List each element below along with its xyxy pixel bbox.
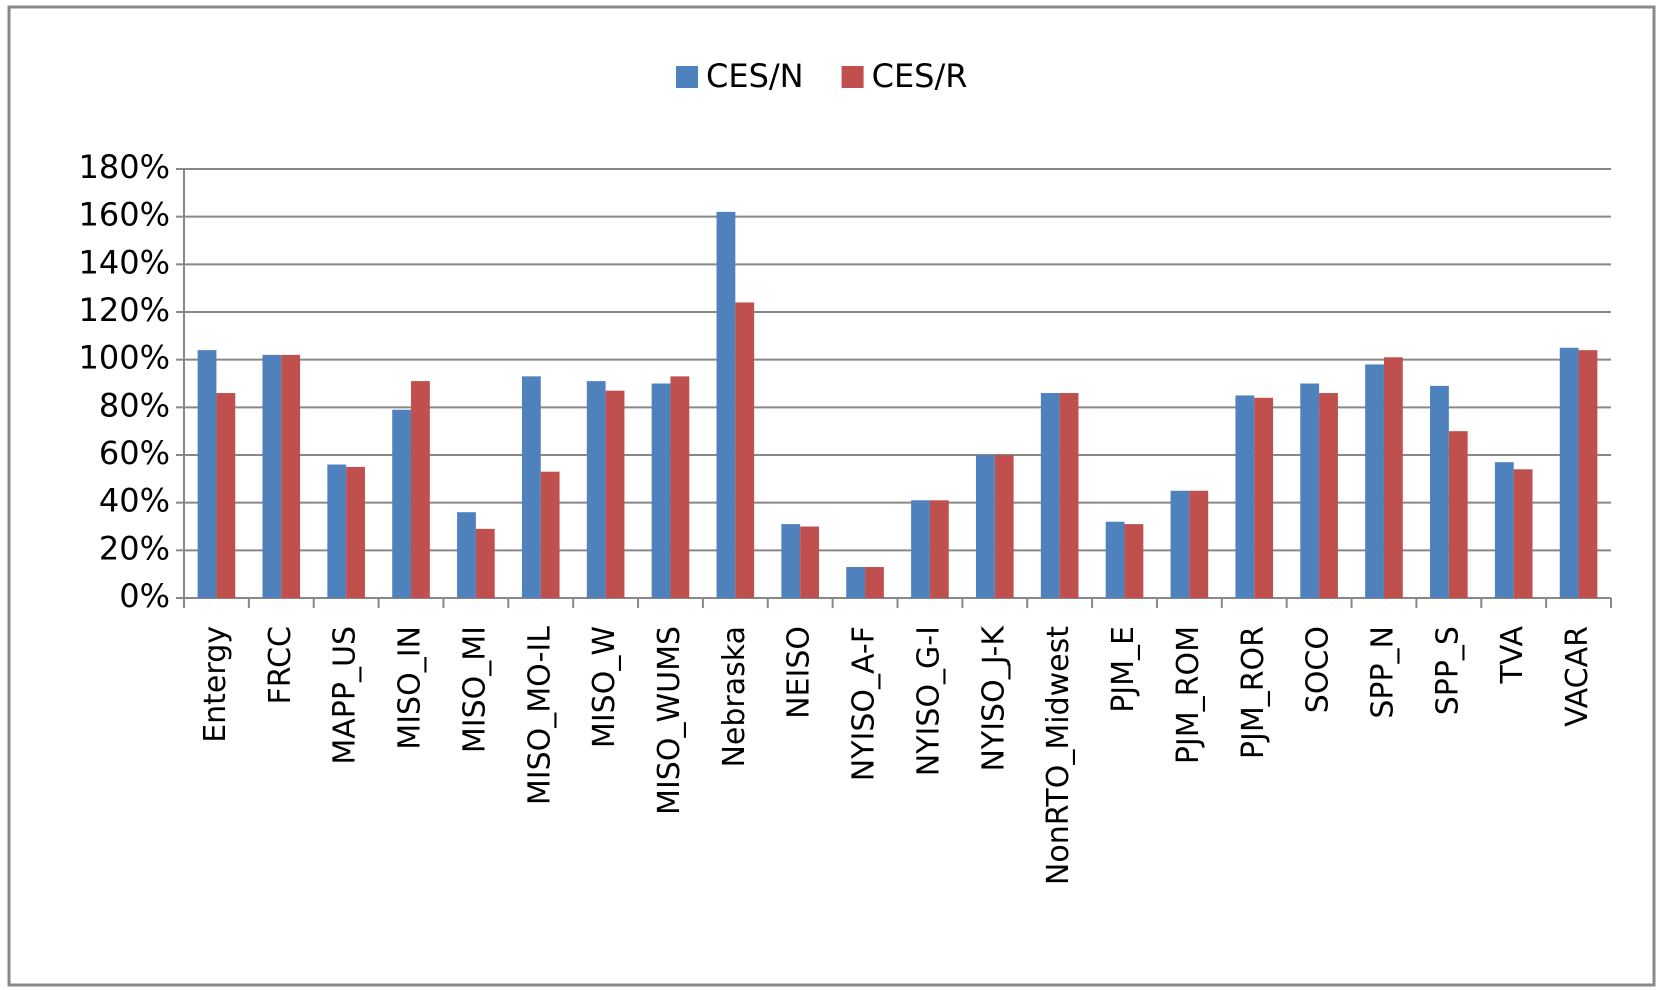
bar	[865, 567, 884, 598]
bar	[457, 512, 476, 598]
bar	[586, 381, 606, 598]
x-tick-label: PJM_ROM	[1171, 626, 1206, 764]
bar	[929, 500, 949, 598]
x-tick-label: SPP_S	[1430, 626, 1465, 715]
x-tick-label: SOCO	[1301, 626, 1336, 713]
x-tick-label: NonRTO_Midwest	[1041, 626, 1076, 885]
x-tick-label: FRCC	[263, 626, 298, 705]
bar	[1300, 383, 1320, 598]
bar	[1513, 469, 1533, 598]
y-tick-label: 120%	[79, 291, 170, 329]
legend-swatch	[676, 66, 698, 88]
bar	[1170, 490, 1190, 598]
bar	[651, 383, 671, 598]
x-tick-label: NYISO_J-K	[976, 625, 1011, 772]
y-tick-label: 160%	[79, 196, 170, 234]
x-tick-label: MAPP_US	[328, 626, 363, 765]
bar	[346, 466, 365, 598]
bar	[1365, 364, 1384, 598]
bar	[1059, 393, 1079, 598]
x-tick-label: Nebraska	[717, 626, 752, 768]
y-tick-label: 80%	[99, 386, 170, 424]
y-tick-label: 140%	[79, 243, 170, 281]
x-tick-label: NEISO	[782, 626, 817, 719]
bar	[716, 211, 736, 598]
y-tick-label: 60%	[99, 434, 170, 472]
bar	[670, 376, 690, 598]
x-tick-label: SPP_N	[1365, 626, 1400, 719]
y-tick-label: 0%	[119, 577, 170, 615]
bar	[735, 302, 755, 598]
chart-border	[7, 5, 1656, 987]
x-tick-label: TVA	[1495, 626, 1530, 685]
x-tick-label: PJM_E	[1106, 626, 1141, 713]
bar	[521, 376, 541, 598]
bar	[781, 524, 801, 598]
bar	[392, 409, 412, 598]
bar	[411, 381, 430, 598]
bar	[281, 354, 301, 598]
x-tick-label: MISO_MO-IL	[522, 626, 557, 805]
legend-label: CES/N	[706, 57, 804, 95]
bar	[1189, 490, 1209, 598]
bar	[1559, 347, 1579, 598]
bar	[605, 390, 625, 598]
y-tick-label: 180%	[79, 148, 170, 186]
bar	[197, 350, 217, 598]
bar	[846, 567, 866, 598]
x-tick-label: MISO_W	[587, 626, 622, 748]
x-tick-label: MISO_IN	[393, 626, 428, 750]
bar	[216, 393, 236, 598]
y-tick-label: 20%	[99, 529, 170, 567]
x-tick-label: Entergy	[198, 626, 233, 743]
bar	[1430, 385, 1449, 598]
bar	[911, 500, 930, 598]
bar	[1105, 521, 1125, 598]
x-tick-label: NYISO_G-I	[911, 626, 946, 776]
bar	[540, 471, 560, 598]
bar	[1254, 397, 1274, 598]
y-tick-label: 40%	[99, 482, 170, 520]
bar	[1494, 462, 1514, 598]
bar	[1235, 395, 1255, 598]
bar	[1040, 393, 1060, 598]
bar	[994, 455, 1014, 598]
bar	[1124, 524, 1144, 598]
bar	[327, 464, 347, 598]
bar	[1383, 357, 1403, 598]
bar	[1578, 350, 1598, 598]
x-tick-label: PJM_ROR	[1236, 626, 1271, 759]
bar	[1319, 393, 1338, 598]
x-tick-label: VACAR	[1560, 626, 1595, 727]
bar	[975, 455, 995, 598]
legend-label: CES/R	[872, 57, 968, 95]
y-tick-label: 100%	[79, 339, 170, 377]
bar	[475, 528, 495, 598]
legend-swatch	[841, 66, 864, 88]
x-tick-label: MISO_WUMS	[652, 626, 687, 815]
x-tick-label: NYISO_A-F	[847, 626, 882, 781]
bar	[1448, 431, 1468, 598]
bar	[262, 354, 282, 598]
bar	[800, 526, 820, 598]
x-tick-label: MISO_MI	[457, 626, 492, 753]
